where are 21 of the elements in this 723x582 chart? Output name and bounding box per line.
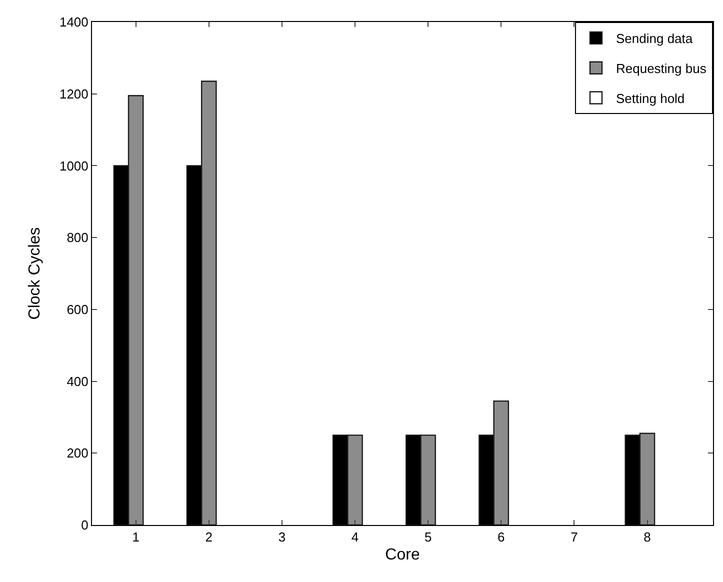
y-tick-label: 400	[66, 374, 88, 389]
y-tick-label: 1200	[59, 86, 88, 102]
x-tick-label: 2	[205, 530, 213, 545]
legend-label: Sending data	[616, 31, 694, 46]
y-axis-title: Clock Cycles	[26, 227, 44, 320]
x-tick-label: 1	[132, 530, 140, 545]
x-axis-title: Core	[385, 546, 420, 564]
x-tick-label: 3	[278, 530, 286, 545]
x-tick-label: 5	[424, 530, 432, 545]
y-tick-label: 0	[81, 518, 88, 533]
y-tick-label: 800	[66, 230, 88, 246]
y-tick-label: 200	[66, 446, 88, 461]
y-tick-label: 1000	[59, 158, 88, 174]
x-tick-label: 8	[644, 530, 651, 545]
legend-label: Setting hold	[616, 90, 685, 106]
x-tick-label: 4	[351, 530, 359, 545]
x-tick-label: 6	[498, 530, 505, 545]
legend-label: Requesting bus	[616, 60, 707, 76]
y-tick-label: 600	[66, 302, 88, 317]
x-tick-label: 7	[570, 530, 578, 545]
y-tick-label: 1400	[59, 14, 88, 30]
